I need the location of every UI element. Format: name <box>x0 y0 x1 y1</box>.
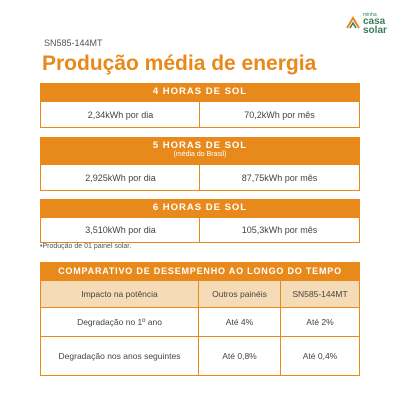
section-header: 4 HORAS DE SOL <box>40 83 360 101</box>
per-month: 87,75kWh por mês <box>199 164 360 191</box>
title: Produção média de energia <box>42 52 317 75</box>
section-header-box: 5 HORAS DE SOL (média do Brasil) <box>40 137 360 164</box>
table-cell: Degradação nos anos seguintes <box>40 336 199 376</box>
table-header: SN585-144MT <box>280 280 360 308</box>
logo-small: minha <box>363 12 377 18</box>
table-cell: Até 2% <box>280 307 360 337</box>
logo-line1: casa <box>363 16 386 27</box>
per-day: 3,510kWh por dia <box>40 217 201 243</box>
model: SN585-144MT <box>44 38 103 48</box>
logo-line2: solar <box>363 25 387 36</box>
per-month: 105,3kWh por mês <box>199 217 360 243</box>
section-subheader: (média do Brasil) <box>173 151 227 158</box>
section-header: 5 HORAS DE SOL <box>152 140 248 151</box>
table-cell: Até 0,8% <box>198 336 281 376</box>
per-day: 2,34kWh por dia <box>40 101 201 128</box>
table-cell: Degradação no 1º ano <box>40 307 199 337</box>
table-cell: Até 0,4% <box>280 336 360 376</box>
table-cell: Até 4% <box>198 307 281 337</box>
table-header: Outros painéis <box>198 280 281 308</box>
per-month: 70,2kWh por mês <box>199 101 360 128</box>
section-header: 6 HORAS DE SOL <box>40 199 360 217</box>
table-title: COMPARATIVO DE DESEMPENHO AO LONGO DO TE… <box>40 262 360 280</box>
note: •Produção de 01 painel solar. <box>40 243 132 250</box>
logo: minha casa solar <box>346 9 396 39</box>
logo-icon <box>346 16 360 29</box>
table-header: Impacto na potência <box>40 280 199 308</box>
per-day: 2,925kWh por dia <box>40 164 201 191</box>
